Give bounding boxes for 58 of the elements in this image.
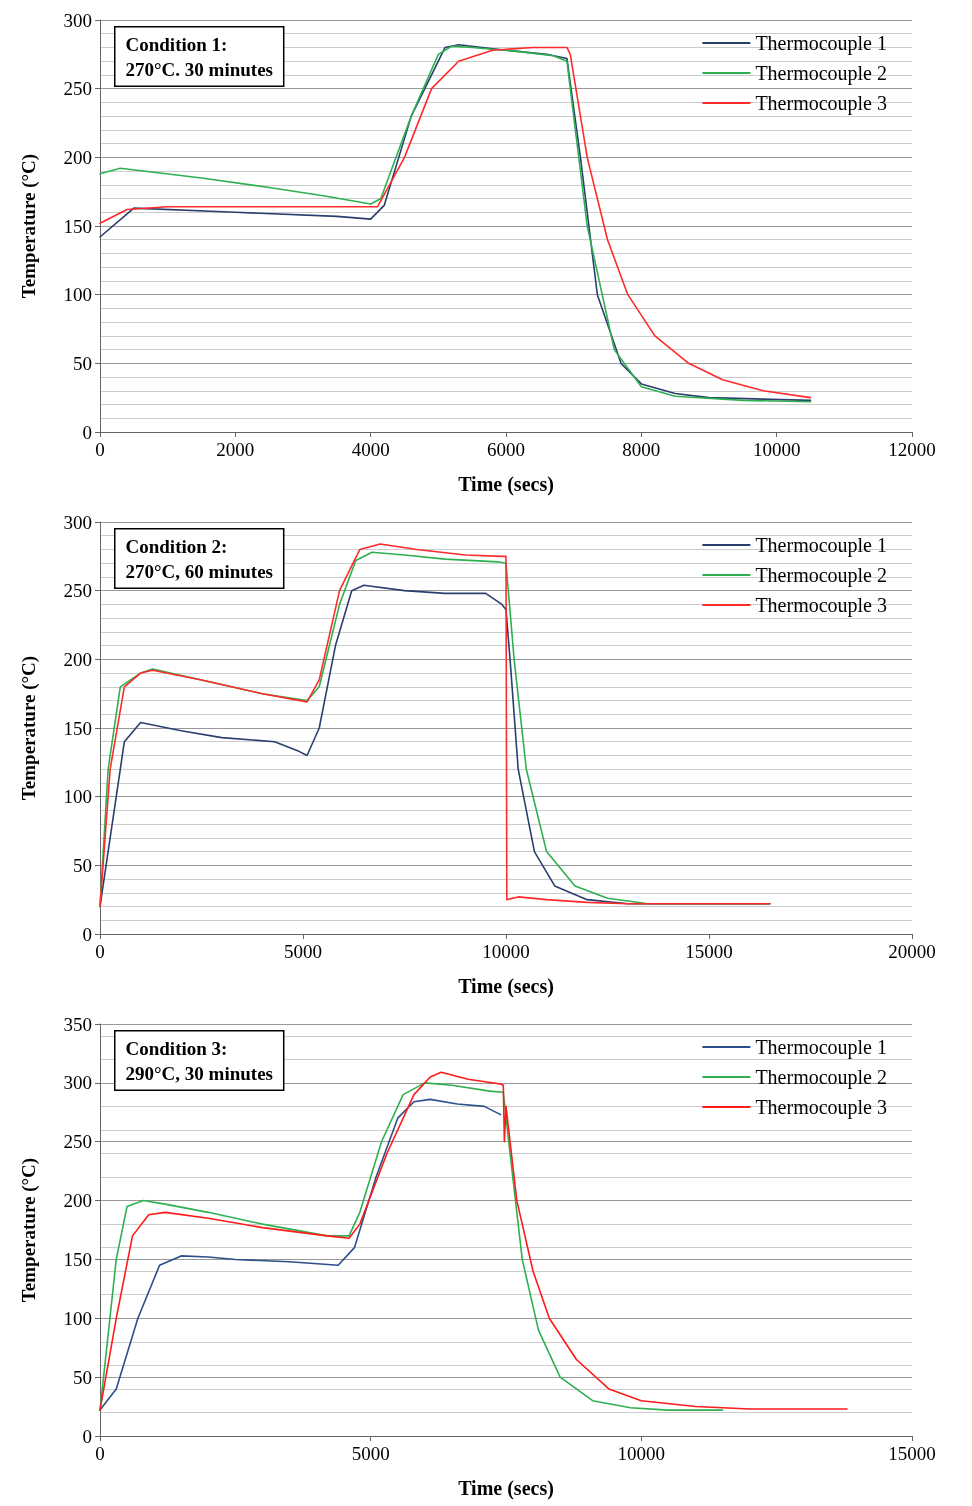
x-tick-label: 0: [95, 1443, 105, 1464]
y-tick-label: 300: [63, 1072, 92, 1094]
y-tick-label: 250: [63, 580, 92, 602]
y-axis-title: Temperature (°C): [18, 1157, 40, 1303]
y-tick-label: 50: [73, 854, 92, 876]
x-tick-label: 15000: [888, 1443, 936, 1464]
annotation: Condition 1: 270°C. 30 minutes: [125, 33, 273, 80]
x-tick-label: 0: [95, 941, 105, 962]
legend-label: Thermocouple 2: [755, 564, 887, 587]
x-tick-label: 5000: [284, 941, 322, 962]
legend-label: Thermocouple 2: [755, 62, 887, 85]
y-tick-label: 0: [82, 421, 92, 443]
legend-label: Thermocouple 3: [755, 594, 887, 617]
x-axis-title: Time (secs): [458, 1477, 554, 1500]
y-tick-label: 200: [63, 146, 92, 168]
y-tick-label: 100: [63, 1307, 92, 1329]
y-tick-label: 250: [63, 1131, 92, 1153]
legend-label: Thermocouple 1: [755, 1036, 887, 1059]
y-tick-label: 300: [63, 511, 92, 533]
y-tick-label: 200: [63, 1190, 92, 1212]
line-series: [99, 1082, 724, 1411]
y-tick-label: 150: [63, 717, 92, 739]
x-tick-label: 2000: [216, 439, 255, 460]
y-tick-label: 150: [63, 215, 92, 237]
y-tick-label: 0: [82, 923, 92, 945]
line-series: [99, 1098, 502, 1411]
y-axis-title: Temperature (°C): [18, 153, 40, 299]
x-tick-label: 0: [95, 439, 105, 460]
legend-label: Thermocouple 3: [755, 1096, 887, 1119]
y-tick-label: 150: [63, 1248, 92, 1270]
x-tick-label: 6000: [487, 439, 525, 460]
legend-label: Thermocouple 3: [755, 92, 887, 115]
y-tick-label: 200: [63, 648, 92, 670]
x-tick-label: 10000: [617, 1443, 666, 1464]
y-tick-label: 50: [73, 1366, 92, 1388]
y-tick-label: 100: [63, 284, 92, 306]
x-tick-label: 15000: [685, 941, 733, 962]
y-tick-label: 250: [63, 78, 92, 100]
y-tick-label: 50: [73, 352, 92, 374]
x-tick-label: 4000: [351, 439, 390, 460]
x-tick-label: 20000: [888, 941, 936, 962]
y-tick-label: 350: [63, 1013, 92, 1035]
x-tick-label: 5000: [351, 1443, 390, 1464]
x-axis-title: Time (secs): [458, 975, 554, 998]
y-tick-label: 300: [63, 9, 92, 31]
x-axis-title: Time (secs): [458, 473, 554, 496]
x-tick-label: 8000: [622, 439, 661, 460]
y-axis-title: Temperature (°C): [18, 655, 40, 801]
legend-label: Thermocouple 1: [755, 534, 887, 557]
legend-label: Thermocouple 2: [755, 1066, 887, 1089]
annotation: Condition 2: 270°C, 60 minutes: [125, 535, 273, 582]
y-tick-label: 100: [63, 786, 92, 808]
x-tick-label: 12000: [888, 439, 936, 460]
legend-label: Thermocouple 1: [755, 32, 887, 55]
y-tick-label: 0: [82, 1425, 92, 1447]
annotation: Condition 3: 290°C, 30 minutes: [125, 1037, 273, 1084]
x-tick-label: 10000: [752, 439, 801, 460]
x-tick-label: 10000: [482, 941, 530, 962]
